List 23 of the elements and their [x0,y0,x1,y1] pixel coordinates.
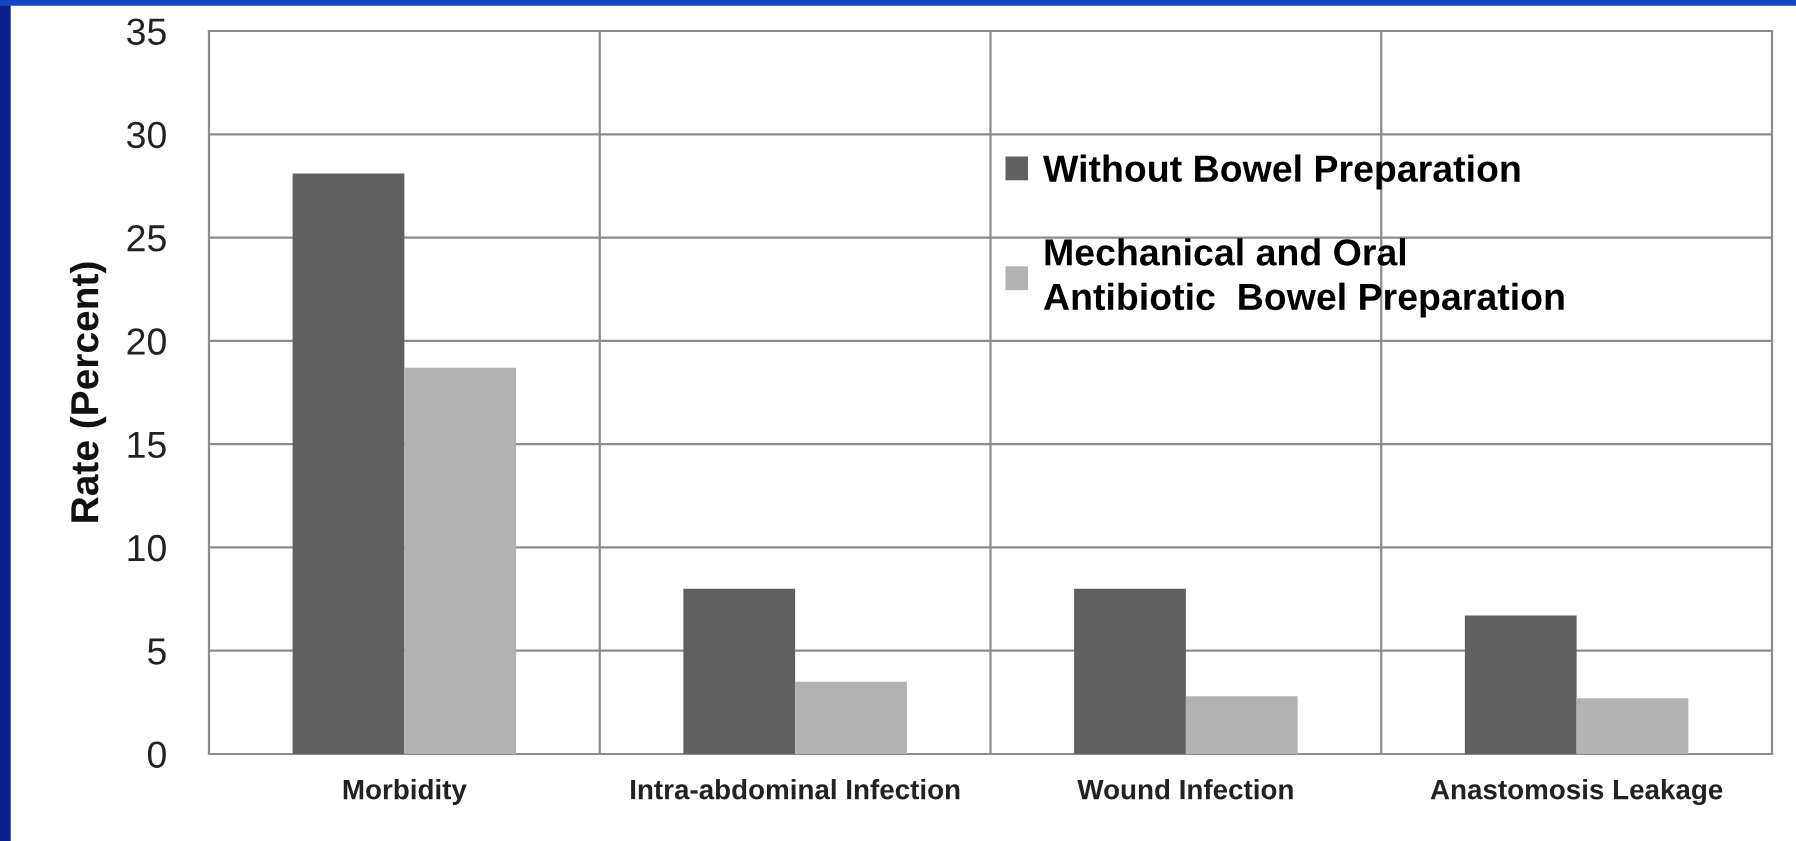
y-tick-label: 30 [127,121,166,149]
bar [1074,588,1186,754]
bar [292,173,405,754]
bar [795,681,907,754]
x-tick-label: Anastomosis Leakage [1430,779,1723,806]
bar [1464,615,1577,754]
x-tick-label: Morbidity [343,779,467,805]
bar [683,588,796,754]
x-tick-label: Intra-abdominal Infection [631,779,960,800]
y-axis-title: Rate (Percent) [69,262,107,522]
y-tick-label: 10 [128,534,166,562]
bar [1185,696,1298,754]
legend-label: Without Bowel Preparation [1043,154,1520,190]
y-tick-label: 0 [147,741,166,768]
bar [1576,698,1689,754]
y-tick-label: 20 [127,328,166,355]
bar [404,367,517,754]
y-tick-label: 25 [127,224,166,252]
y-tick-label: 15 [128,431,166,459]
x-tick-label: Wound Infection [1077,779,1293,800]
y-tick-label: 35 [127,18,166,45]
y-tick-label: 5 [147,638,166,665]
legend-label: Mechanical and Oral Antibiotic Bowel Preparation [1043,238,1564,318]
